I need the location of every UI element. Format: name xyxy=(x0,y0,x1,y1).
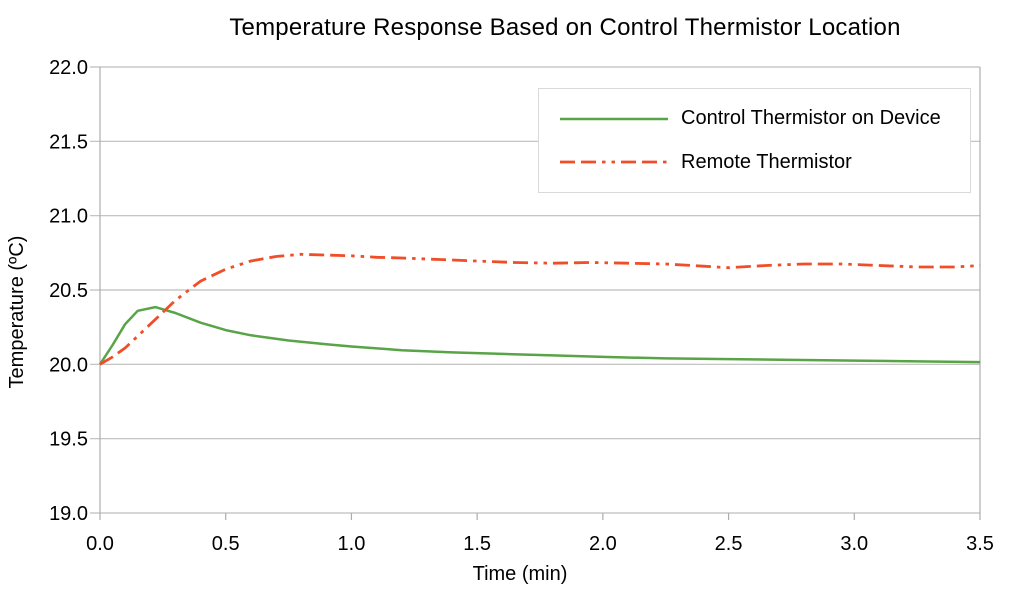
y-tick-label: 22.0 xyxy=(49,57,88,79)
x-tick-label: 3.0 xyxy=(840,533,868,555)
legend-label-control: Control Thermistor on Device xyxy=(681,107,941,130)
x-tick-label: 0.0 xyxy=(86,533,114,555)
legend-label-remote: Remote Thermistor xyxy=(681,150,852,173)
y-tick-label: 19.0 xyxy=(49,503,88,525)
legend-item-remote-thermistor: Remote Thermistor xyxy=(539,151,970,174)
x-tick-label: 3.5 xyxy=(966,533,994,555)
x-tick-label: 2.5 xyxy=(715,533,743,555)
x-tick-label: 1.5 xyxy=(463,533,491,555)
legend: Control Thermistor on Device Remote Ther… xyxy=(538,88,971,193)
legend-line-dashed-icon xyxy=(560,160,668,164)
legend-line-solid-icon xyxy=(560,117,668,120)
y-tick-label: 20.0 xyxy=(49,354,88,376)
axes xyxy=(99,67,981,520)
series-line-0 xyxy=(98,305,981,365)
x-tick-label: 0.5 xyxy=(212,533,240,555)
x-axis-label: Time (min) xyxy=(472,563,568,585)
y-tick-label: 21.0 xyxy=(49,206,88,228)
tick-labels: 19.0 19.5 20.0 20.5 21.0 21.5 22.0 0.0 0.5 1.0 1.5… xyxy=(49,57,994,555)
series-lines xyxy=(98,252,981,366)
series-line-1 xyxy=(99,252,981,366)
x-tick-label: 1.0 xyxy=(338,533,366,555)
chart-title: Temperature Response Based on Control Th… xyxy=(229,14,901,41)
legend-item-control-thermistor: Control Thermistor on Device xyxy=(539,107,970,130)
x-tick-label: 2.0 xyxy=(589,533,617,555)
y-tick-label: 21.5 xyxy=(49,131,88,153)
y-tick-label: 20.5 xyxy=(49,280,88,302)
y-tick-label: 19.5 xyxy=(49,429,88,451)
